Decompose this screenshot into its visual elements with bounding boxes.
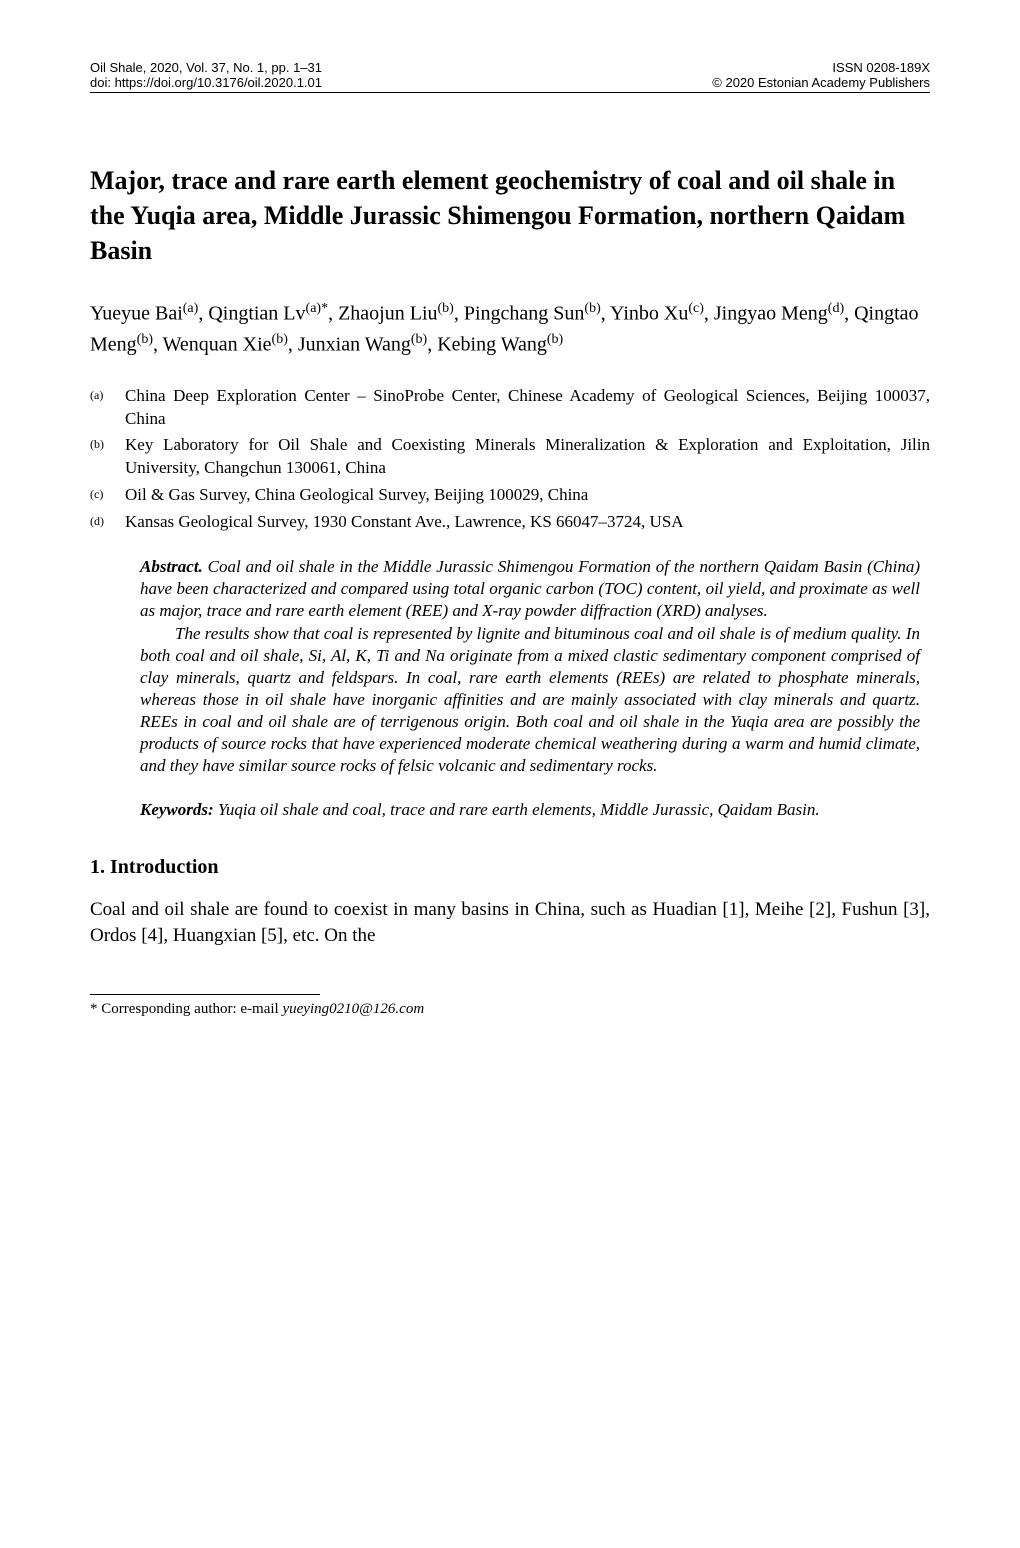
affiliation-text: Kansas Geological Survey, 1930 Constant …: [125, 511, 930, 534]
keywords-para: Keywords: Yuqia oil shale and coal, trac…: [140, 799, 920, 821]
header-rule: [90, 92, 930, 93]
abstract: Abstract. Coal and oil shale in the Midd…: [140, 556, 920, 777]
author-list: Yueyue Bai(a), Qingtian Lv(a)*, Zhaojun …: [90, 298, 930, 359]
affiliation-text: Oil & Gas Survey, China Geological Surve…: [125, 484, 930, 507]
keywords-label: Keywords:: [140, 800, 214, 819]
issn: ISSN 0208-189X: [712, 60, 930, 75]
affiliation-sup: (b): [90, 434, 125, 480]
header-left: Oil Shale, 2020, Vol. 37, No. 1, pp. 1–3…: [90, 60, 322, 90]
affiliation-sup: (a): [90, 385, 125, 431]
introduction-body: Coal and oil shale are found to coexist …: [90, 897, 930, 948]
corresponding-author-footnote: * Corresponding author: e-mail yueying02…: [90, 1001, 930, 1018]
publisher: © 2020 Estonian Academy Publishers: [712, 75, 930, 90]
affiliation-sup: (c): [90, 484, 125, 507]
affiliation-item: (d)Kansas Geological Survey, 1930 Consta…: [90, 511, 930, 534]
keywords-text: Yuqia oil shale and coal, trace and rare…: [214, 800, 820, 819]
footnote-prefix: * Corresponding author: e-mail: [90, 1001, 282, 1017]
journal-header: Oil Shale, 2020, Vol. 37, No. 1, pp. 1–3…: [90, 60, 930, 90]
keywords: Keywords: Yuqia oil shale and coal, trac…: [140, 799, 920, 821]
affiliation-text: China Deep Exploration Center – SinoProb…: [125, 385, 930, 431]
header-right: ISSN 0208-189X © 2020 Estonian Academy P…: [712, 60, 930, 90]
affiliation-item: (a)China Deep Exploration Center – SinoP…: [90, 385, 930, 431]
doi: doi: https://doi.org/10.3176/oil.2020.1.…: [90, 75, 322, 90]
affiliation-text: Key Laboratory for Oil Shale and Coexist…: [125, 434, 930, 480]
journal-citation: Oil Shale, 2020, Vol. 37, No. 1, pp. 1–3…: [90, 60, 322, 75]
abstract-para1: Abstract. Coal and oil shale in the Midd…: [140, 556, 920, 622]
affiliation-sup: (d): [90, 511, 125, 534]
affiliation-list: (a)China Deep Exploration Center – SinoP…: [90, 385, 930, 535]
affiliation-item: (b)Key Laboratory for Oil Shale and Coex…: [90, 434, 930, 480]
footnote-rule: [90, 994, 320, 995]
abstract-para2: The results show that coal is represente…: [140, 623, 920, 778]
affiliation-item: (c)Oil & Gas Survey, China Geological Su…: [90, 484, 930, 507]
section-heading-introduction: 1. Introduction: [90, 856, 930, 879]
article-title: Major, trace and rare earth element geoc…: [90, 163, 930, 268]
footnote-email: yueying0210@126.com: [282, 1001, 424, 1017]
abstract-label: Abstract.: [140, 557, 203, 576]
abstract-text1: Coal and oil shale in the Middle Jurassi…: [140, 557, 920, 620]
